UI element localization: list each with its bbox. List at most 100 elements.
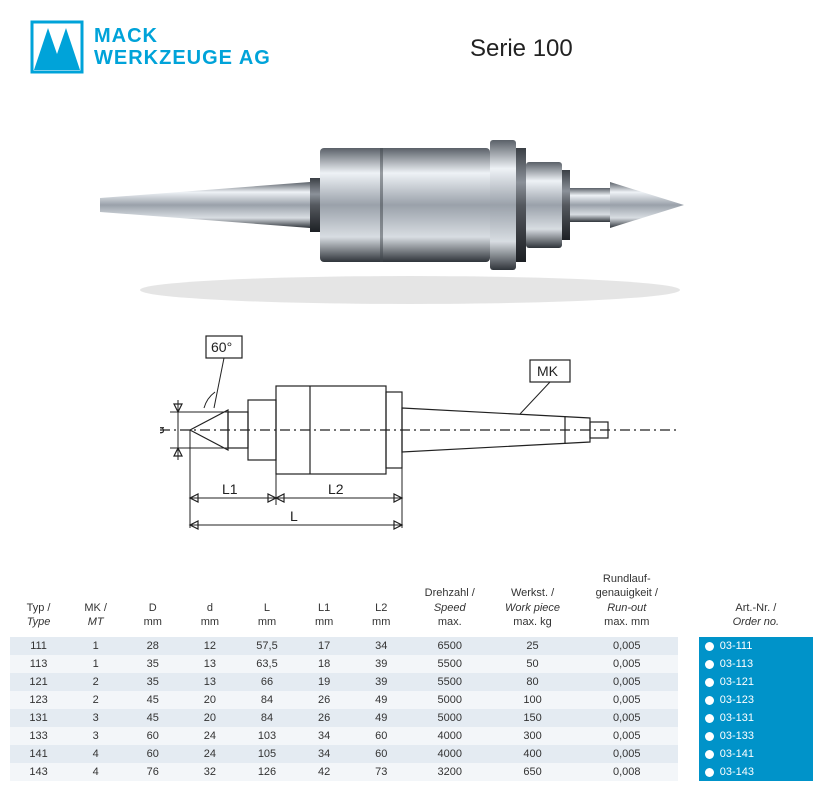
- table-row: 14146024105346040004000,00503-141: [10, 745, 813, 763]
- cell-work: 50: [490, 655, 576, 673]
- orderno-text: 03-111: [720, 640, 753, 652]
- cell-runout: 0,005: [575, 691, 678, 709]
- bullet-icon: [705, 768, 714, 777]
- header-D: D mm: [124, 568, 181, 637]
- cell-L2: 39: [353, 655, 410, 673]
- cell-typ: 111: [10, 637, 67, 655]
- logo-icon: [30, 20, 84, 74]
- cell-L2: 73: [353, 763, 410, 781]
- page-title: Serie 100: [470, 35, 573, 63]
- product-image: [80, 90, 730, 310]
- header-L2: L2 mm: [353, 568, 410, 637]
- cell-work: 650: [490, 763, 576, 781]
- cell-orderno[interactable]: 03-113: [699, 655, 813, 673]
- table-row: 1232452084264950001000,00503-123: [10, 691, 813, 709]
- orderno-text: 03-133: [720, 730, 754, 742]
- table-header-row: Typ / Type MK / MT D mm d mm L mm L1 mm: [10, 568, 813, 637]
- cell-L2: 39: [353, 673, 410, 691]
- bullet-icon: [705, 678, 714, 687]
- cell-runout: 0,005: [575, 637, 678, 655]
- bullet-icon: [705, 642, 714, 651]
- cell-gap: [678, 709, 699, 727]
- cell-typ: 113: [10, 655, 67, 673]
- l2-label: L2: [328, 481, 344, 497]
- cell-gap: [678, 655, 699, 673]
- l-label: L: [290, 508, 298, 524]
- cell-orderno[interactable]: 03-123: [699, 691, 813, 709]
- cell-D: 35: [124, 655, 181, 673]
- cell-work: 25: [490, 637, 576, 655]
- bullet-icon: [705, 696, 714, 705]
- cell-work: 300: [490, 727, 576, 745]
- cell-runout: 0,005: [575, 655, 678, 673]
- cell-runout: 0,005: [575, 745, 678, 763]
- cell-d: 20: [181, 709, 238, 727]
- cell-orderno[interactable]: 03-143: [699, 763, 813, 781]
- cell-gap: [678, 637, 699, 655]
- cell-gap: [678, 763, 699, 781]
- table-row: 1313452084264950001500,00503-131: [10, 709, 813, 727]
- cell-runout: 0,005: [575, 709, 678, 727]
- cell-D: 45: [124, 691, 181, 709]
- cell-orderno[interactable]: 03-121: [699, 673, 813, 691]
- cell-d: 12: [181, 637, 238, 655]
- cell-typ: 123: [10, 691, 67, 709]
- orderno-text: 03-121: [720, 676, 754, 688]
- cell-typ: 143: [10, 763, 67, 781]
- header: MACK WERKZEUGE AG Serie 100: [0, 0, 823, 84]
- cell-orderno[interactable]: 03-141: [699, 745, 813, 763]
- cell-L: 84: [238, 691, 295, 709]
- cell-L2: 34: [353, 637, 410, 655]
- orderno-text: 03-123: [720, 694, 754, 706]
- cell-speed: 5500: [410, 673, 490, 691]
- header-workpiece: Werkst. / Work piece max. kg: [490, 568, 576, 637]
- cell-orderno[interactable]: 03-131: [699, 709, 813, 727]
- cell-gap: [678, 727, 699, 745]
- cell-L1: 42: [296, 763, 353, 781]
- cell-d: 13: [181, 673, 238, 691]
- bullet-icon: [705, 660, 714, 669]
- cell-speed: 6500: [410, 637, 490, 655]
- cell-work: 100: [490, 691, 576, 709]
- cell-gap: [678, 745, 699, 763]
- cell-D: 45: [124, 709, 181, 727]
- cell-orderno[interactable]: 03-111: [699, 637, 813, 655]
- cell-L: 105: [238, 745, 295, 763]
- cell-gap: [678, 691, 699, 709]
- table-row: 121235136619395500800,00503-121: [10, 673, 813, 691]
- cell-gap: [678, 673, 699, 691]
- header-gap: [678, 568, 699, 637]
- cell-L2: 60: [353, 727, 410, 745]
- cell-speed: 5000: [410, 709, 490, 727]
- cell-mk: 2: [67, 673, 124, 691]
- bullet-icon: [705, 732, 714, 741]
- header-L1: L1 mm: [296, 568, 353, 637]
- angle-label: 60°: [211, 339, 232, 355]
- cell-L2: 49: [353, 709, 410, 727]
- header-runout: Rundlauf- genauigkeit / Run-out max. mm: [575, 568, 678, 637]
- brand-name: MACK WERKZEUGE AG: [94, 25, 271, 69]
- cell-mk: 3: [67, 727, 124, 745]
- orderno-text: 03-113: [720, 658, 753, 670]
- cell-work: 400: [490, 745, 576, 763]
- cell-mk: 1: [67, 637, 124, 655]
- table-row: 1111281257,517346500250,00503-111: [10, 637, 813, 655]
- cell-L1: 34: [296, 745, 353, 763]
- cell-orderno[interactable]: 03-133: [699, 727, 813, 745]
- cell-d: 20: [181, 691, 238, 709]
- cell-typ: 131: [10, 709, 67, 727]
- technical-diagram: 60° d MK L1 L2 L: [160, 330, 680, 540]
- cell-speed: 5500: [410, 655, 490, 673]
- cell-d: 24: [181, 727, 238, 745]
- cell-speed: 4000: [410, 727, 490, 745]
- cell-L1: 26: [296, 691, 353, 709]
- bullet-icon: [705, 750, 714, 759]
- cell-d: 32: [181, 763, 238, 781]
- cell-L2: 60: [353, 745, 410, 763]
- cell-L: 66: [238, 673, 295, 691]
- cell-speed: 5000: [410, 691, 490, 709]
- cell-typ: 133: [10, 727, 67, 745]
- cell-L1: 18: [296, 655, 353, 673]
- cell-d: 24: [181, 745, 238, 763]
- cell-runout: 0,008: [575, 763, 678, 781]
